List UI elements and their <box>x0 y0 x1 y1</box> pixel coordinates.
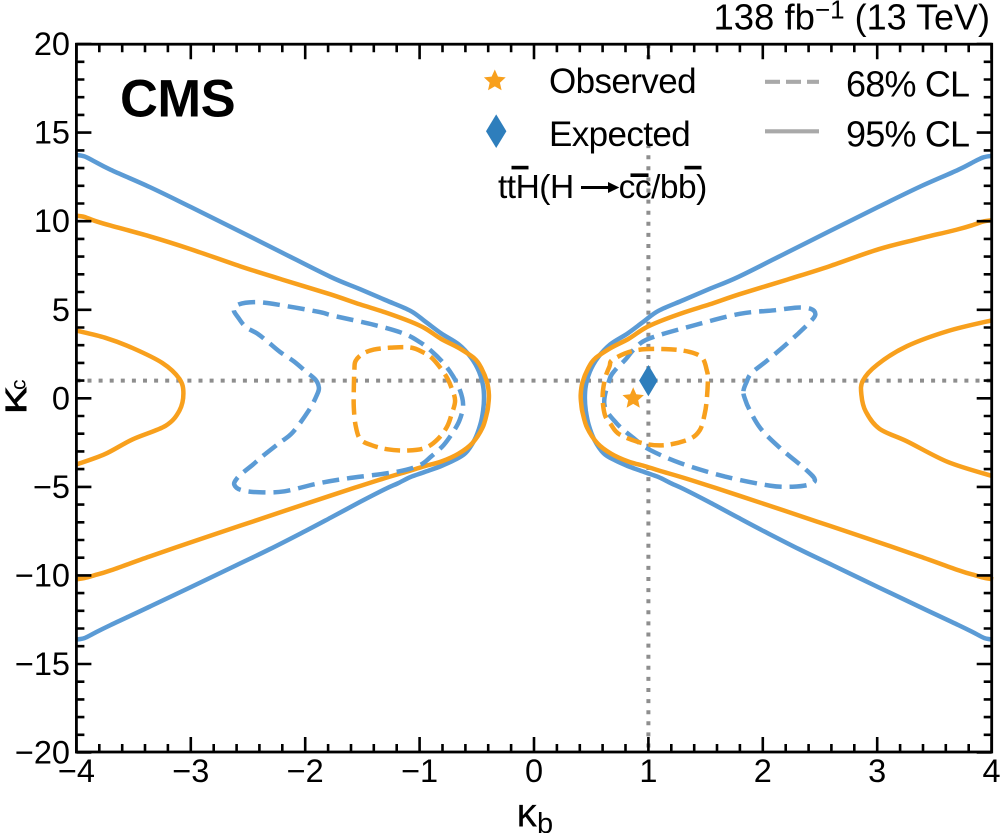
svg-text:20: 20 <box>34 26 70 62</box>
svg-text:−2: −2 <box>287 753 324 789</box>
svg-text:c: c <box>8 380 31 391</box>
svg-text:5: 5 <box>52 292 70 328</box>
svg-text:68% CL: 68% CL <box>846 64 969 105</box>
svg-text:CMS: CMS <box>120 70 235 129</box>
svg-text:−3: −3 <box>172 753 209 789</box>
svg-text:−5: −5 <box>33 469 70 505</box>
svg-text:15: 15 <box>34 115 70 151</box>
svg-text:138 fb−1 (13 TeV): 138 fb−1 (13 TeV) <box>713 0 990 38</box>
svg-text:ttH(H: ttH(H <box>498 169 574 206</box>
svg-text:10: 10 <box>34 203 70 239</box>
svg-text:κ: κ <box>0 386 35 415</box>
svg-text:−10: −10 <box>15 557 70 593</box>
svg-text:0: 0 <box>525 753 543 789</box>
svg-text:4: 4 <box>983 753 1000 789</box>
svg-text:0: 0 <box>52 380 70 416</box>
svg-text:Expected: Expected <box>549 115 690 154</box>
svg-text:−20: −20 <box>15 735 70 771</box>
svg-text:−1: −1 <box>401 753 438 789</box>
svg-text:1: 1 <box>639 753 657 789</box>
svg-text:2: 2 <box>754 753 772 789</box>
svg-text:Observed: Observed <box>549 62 696 101</box>
svg-text:−4: −4 <box>58 753 95 789</box>
svg-text:95% CL: 95% CL <box>846 114 969 155</box>
svg-text:3: 3 <box>868 753 886 789</box>
svg-text:−15: −15 <box>15 646 70 682</box>
